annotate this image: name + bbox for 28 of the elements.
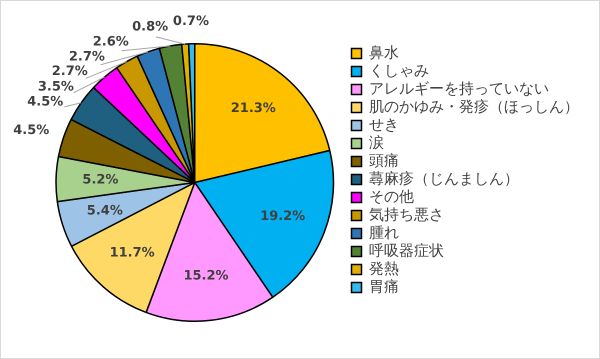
legend-label: その他 [369, 187, 414, 206]
legend-label: 蕁麻疹（じんましん） [369, 169, 519, 188]
data-label: 19.2% [260, 209, 306, 224]
data-label: 0.7% [172, 14, 209, 30]
legend-label: 胃痛 [369, 277, 399, 296]
legend-label: 涙 [369, 133, 384, 152]
data-label: 4.5% [27, 94, 64, 110]
legend-label: せき [369, 115, 399, 134]
legend-label: 呼吸器症状 [369, 241, 444, 260]
legend-label: 発熱 [369, 259, 399, 278]
data-label: 4.5% [13, 122, 50, 138]
data-label: 21.3% [230, 100, 276, 116]
data-label: 0.8% [132, 20, 168, 35]
data-label: 2.6% [92, 34, 129, 50]
data-label: 15.2% [183, 268, 229, 284]
legend-label: 腫れ [369, 223, 399, 242]
data-label: 11.7% [110, 245, 155, 260]
data-label: 2.7% [68, 49, 105, 64]
data-label: 5.4% [86, 203, 123, 218]
legend-label: アレルギーを持っていない [369, 79, 549, 98]
data-label: 5.2% [82, 172, 118, 188]
legend-label: 頭痛 [369, 151, 399, 170]
legend-label: 肌のかゆみ・発疹（ほっしん） [369, 97, 579, 116]
data-label: 2.7% [52, 64, 88, 79]
data-label: 3.5% [38, 79, 74, 94]
legend-label: 気持ち悪さ [369, 205, 444, 224]
legend-label: 鼻水 [369, 43, 399, 62]
legend-label: くしゃみ [369, 61, 429, 80]
